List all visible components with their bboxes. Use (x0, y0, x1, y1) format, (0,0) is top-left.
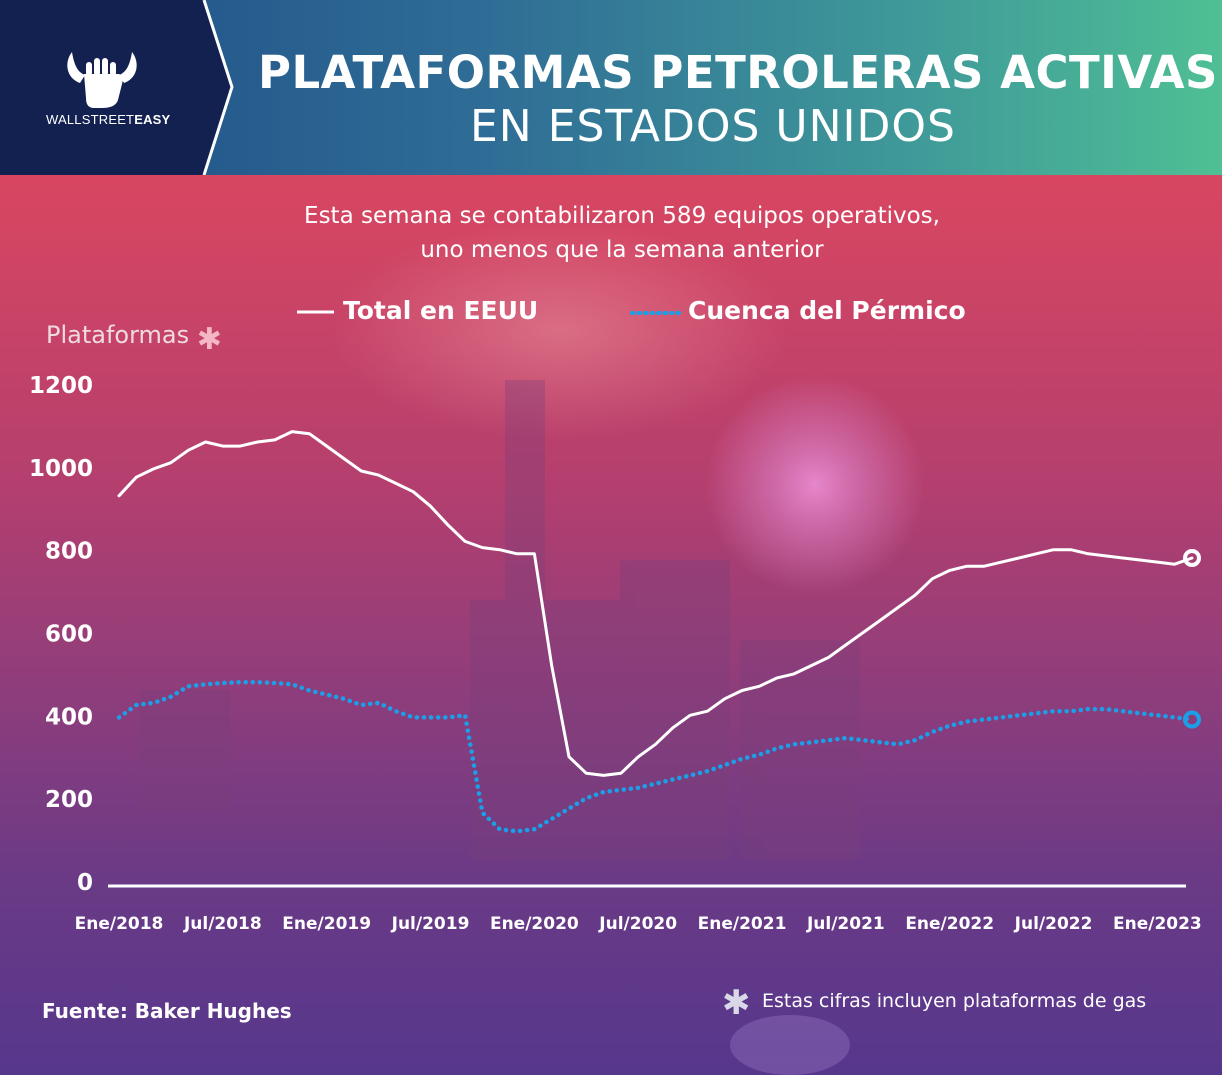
series-line-permian (116, 679, 1195, 834)
y-tick-label: 800 (45, 539, 93, 565)
brand-name-bold: EASY (134, 112, 171, 127)
series-line-total (117, 430, 1194, 777)
end-marker-total (1183, 548, 1201, 567)
x-tick-label: Ene/2021 (698, 914, 787, 934)
end-marker-permian (1183, 710, 1201, 729)
chart-summary: Esta semana se contabilizaron 589 equipo… (0, 199, 1222, 267)
y-tick-label: 400 (45, 704, 93, 730)
x-tick-label: Jul/2022 (1014, 914, 1093, 934)
y-tick-label: 0 (77, 870, 93, 896)
footnote: Estas cifras incluyen plataformas de gas (762, 990, 1147, 1012)
page-subtitle-title: EN ESTADOS UNIDOS (470, 101, 956, 152)
bull-fist-logo-icon (67, 52, 137, 108)
x-tick-label: Ene/2022 (905, 914, 994, 934)
y-axis-label: Plataformas ✱ (46, 316, 222, 357)
x-tick-label: Ene/2023 (1113, 914, 1202, 934)
legend-label-total: Total en EEUU (343, 296, 539, 325)
x-tick-label: Jul/2018 (183, 914, 262, 934)
brand-name-light: WALLSTREET (46, 112, 135, 127)
asterisk-icon: ✱ (196, 322, 222, 357)
legend-label-permian: Cuenca del Pérmico (688, 296, 966, 325)
page-title: PLATAFORMAS PETROLERAS ACTIVAS (258, 46, 1218, 99)
x-tick-label: Ene/2018 (75, 914, 164, 934)
y-tick-label: 1200 (29, 373, 93, 399)
x-tick-label: Jul/2021 (806, 914, 885, 934)
y-tick-label: 600 (45, 622, 93, 648)
summary-line-2: uno menos que la semana anterior (420, 237, 824, 263)
y-tick-label: 200 (45, 787, 93, 813)
x-tick-label: Ene/2020 (490, 914, 579, 934)
summary-line-1: Esta semana se contabilizaron 589 equipo… (304, 203, 940, 229)
brand-wordmark: WALLSTREETEASY (46, 112, 170, 127)
source-note: Fuente: Baker Hughes (42, 999, 292, 1023)
logo-panel (0, 0, 234, 175)
header-banner: WALLSTREETEASY PLATAFORMAS PETROLERAS AC… (0, 0, 1222, 175)
footnote-asterisk-icon: ✱ (722, 983, 751, 1023)
y-tick-label: 1000 (29, 456, 93, 482)
x-tick-label: Jul/2020 (598, 914, 677, 934)
x-tick-label: Jul/2019 (391, 914, 470, 934)
y-axis-label-text: Plataformas (46, 321, 190, 349)
x-tick-label: Ene/2019 (282, 914, 371, 934)
